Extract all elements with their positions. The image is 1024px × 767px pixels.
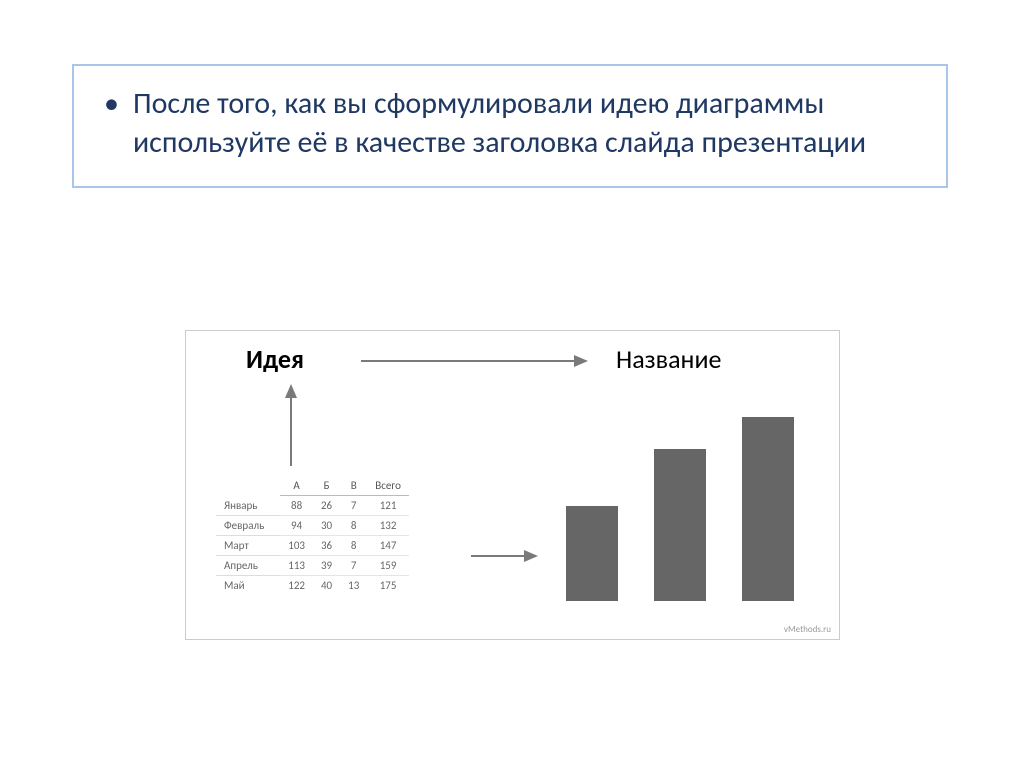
table-col-v: В bbox=[340, 476, 367, 496]
table-cell: 113 bbox=[280, 556, 313, 576]
table-cell: 36 bbox=[313, 536, 340, 556]
table-col-b: Б bbox=[313, 476, 340, 496]
chart-bar bbox=[654, 449, 706, 601]
table-cell: 8 bbox=[340, 516, 367, 536]
chart-bar bbox=[742, 417, 794, 601]
table-row: Январь 88 26 7 121 bbox=[216, 496, 409, 516]
table-row: Февраль 94 30 8 132 bbox=[216, 516, 409, 536]
table-cell: 88 bbox=[280, 496, 313, 516]
table-cell: 30 bbox=[313, 516, 340, 536]
table-cell: 13 bbox=[340, 576, 367, 596]
chart-bar bbox=[566, 506, 618, 601]
table-cell: 147 bbox=[367, 536, 409, 556]
table-row: Апрель 113 39 7 159 bbox=[216, 556, 409, 576]
data-table: А Б В Всего Январь 88 26 7 121 Февраль 9… bbox=[216, 476, 409, 595]
table-col-a: А bbox=[280, 476, 313, 496]
table-cell: 39 bbox=[313, 556, 340, 576]
table-row: Май 122 40 13 175 bbox=[216, 576, 409, 596]
table-cell: 121 bbox=[367, 496, 409, 516]
table-cell: Февраль bbox=[216, 516, 280, 536]
table-cell: Январь bbox=[216, 496, 280, 516]
bullet-box: • После того, как вы сформулировали идею… bbox=[72, 64, 948, 188]
attribution-text: vMethods.ru bbox=[784, 624, 831, 635]
table-cell: 7 bbox=[340, 556, 367, 576]
table-row: Март 103 36 8 147 bbox=[216, 536, 409, 556]
bullet-line: • После того, как вы сформулировали идею… bbox=[104, 84, 916, 162]
table-cell: Март bbox=[216, 536, 280, 556]
table-header-row: А Б В Всего bbox=[216, 476, 409, 496]
table-cell: 7 bbox=[340, 496, 367, 516]
table-cell: 94 bbox=[280, 516, 313, 536]
bullet-dot-icon: • bbox=[104, 84, 119, 123]
table-col-total: Всего bbox=[367, 476, 409, 496]
table-cell: 103 bbox=[280, 536, 313, 556]
bullet-text: После того, как вы сформулировали идею д… bbox=[133, 84, 916, 162]
bar-chart bbox=[556, 391, 816, 601]
table-cell: 132 bbox=[367, 516, 409, 536]
table-cell: 8 bbox=[340, 536, 367, 556]
slide: • После того, как вы сформулировали идею… bbox=[0, 0, 1024, 767]
table-cell: 159 bbox=[367, 556, 409, 576]
table-col-blank bbox=[216, 476, 280, 496]
table-cell: Апрель bbox=[216, 556, 280, 576]
table-cell: Май bbox=[216, 576, 280, 596]
table-cell: 40 bbox=[313, 576, 340, 596]
table-cell: 26 bbox=[313, 496, 340, 516]
table-body: Январь 88 26 7 121 Февраль 94 30 8 132 М… bbox=[216, 496, 409, 596]
table-cell: 122 bbox=[280, 576, 313, 596]
figure-box: Идея Название А Б В bbox=[185, 330, 840, 640]
table-cell: 175 bbox=[367, 576, 409, 596]
